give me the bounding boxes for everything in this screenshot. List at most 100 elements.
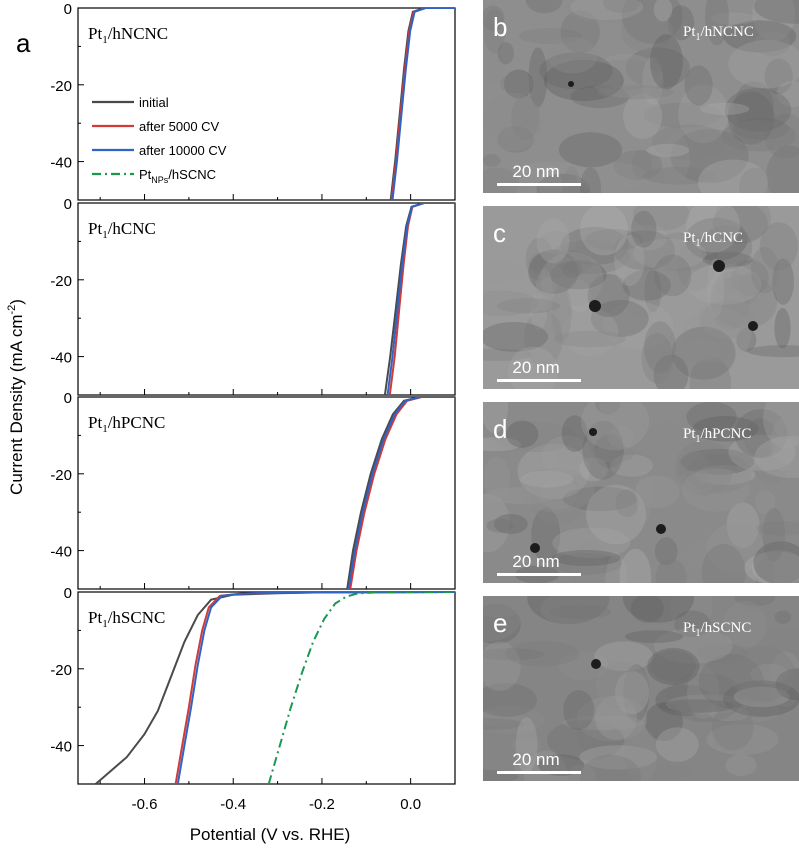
tem-texture <box>641 332 674 384</box>
series-line-after-10000 <box>176 592 455 784</box>
tem-texture <box>751 549 799 583</box>
tem-background <box>483 596 799 781</box>
y-axis-label: Current Density (mA cm-2) <box>6 299 26 495</box>
tem-texture <box>579 745 657 770</box>
tem-texture <box>627 224 668 251</box>
y-tick-label: 0 <box>64 196 72 213</box>
pt-atom-dot <box>713 260 725 272</box>
y-tick-label: -40 <box>50 155 72 172</box>
tem-texture <box>713 206 768 244</box>
legend-label: initial <box>139 95 169 110</box>
tem-texture <box>711 704 754 751</box>
tem-texture <box>576 716 625 757</box>
tem-texture <box>520 470 574 488</box>
tem-texture <box>499 72 534 95</box>
pt-atom-dot <box>748 321 758 331</box>
tem-texture <box>726 502 760 548</box>
y-tick-label: -40 <box>50 739 72 756</box>
tem-texture <box>644 269 662 313</box>
tem-texture <box>543 59 624 102</box>
series-line-initial <box>346 397 455 589</box>
tem-texture <box>699 102 750 115</box>
panel-title: Pt1/hPCNC <box>88 413 165 435</box>
tem-texture <box>483 437 522 452</box>
tem-texture <box>692 416 759 442</box>
pt-atom-dot <box>568 81 574 87</box>
tem-texture <box>723 20 797 53</box>
tem-texture <box>776 80 799 108</box>
series-line-after-5000 <box>390 8 455 200</box>
tem-texture <box>624 727 658 781</box>
tem-texture <box>551 550 622 566</box>
tem-texture <box>535 268 553 310</box>
tem-texture <box>734 81 774 131</box>
tem-texture <box>493 421 577 453</box>
tem-texture <box>774 307 791 349</box>
tem-texture <box>485 487 557 504</box>
tem-texture <box>675 440 734 496</box>
tem-texture <box>674 610 711 638</box>
tem-texture <box>497 42 514 65</box>
panel-frame <box>77 202 456 396</box>
tem-texture <box>503 69 534 99</box>
tem-texture <box>561 307 619 356</box>
tem-texture <box>484 51 505 85</box>
tem-texture <box>772 258 794 305</box>
tem-texture <box>716 699 781 723</box>
tem-texture <box>614 234 645 286</box>
tem-texture <box>615 489 639 518</box>
tem-texture <box>483 705 546 735</box>
tem-texture <box>566 764 596 781</box>
tem-texture <box>653 354 689 389</box>
series-group <box>383 203 455 395</box>
tem-texture <box>605 552 628 583</box>
tem-texture <box>581 402 650 451</box>
tem-texture <box>614 230 676 271</box>
tem-texture <box>522 210 548 246</box>
tem-texture <box>750 247 779 294</box>
tem-texture <box>505 640 579 667</box>
series-line-initial <box>383 203 455 395</box>
tem-texture <box>511 94 540 140</box>
tem-texture <box>576 696 648 742</box>
tem-texture <box>654 628 733 664</box>
tem-texture <box>689 356 732 389</box>
legend: initial after 5000 CV after 10000 CV PtNPs/… <box>92 95 227 185</box>
tem-texture <box>493 514 528 534</box>
tem-texture <box>560 10 600 54</box>
panel-frame <box>77 396 456 590</box>
scale-bar <box>497 771 581 774</box>
scale-bar <box>497 573 581 576</box>
tem-texture <box>686 402 737 433</box>
tem-texture <box>750 663 789 685</box>
tem-texture <box>636 471 653 523</box>
tem-image-e: e Pt1/hSCNC 20 nm <box>483 596 799 781</box>
tem-texture <box>725 754 757 776</box>
tem-texture <box>699 300 758 340</box>
tem-texture <box>483 154 501 167</box>
y-tick-label: -20 <box>50 662 72 679</box>
panel-letter: b <box>493 12 507 42</box>
y-tick-label: 0 <box>64 390 72 407</box>
tem-texture <box>511 161 592 189</box>
pt-atom-dot <box>530 543 540 553</box>
tem-texture <box>686 206 740 253</box>
tem-texture <box>567 279 592 313</box>
tem-texture <box>518 467 595 513</box>
tem-texture <box>764 113 799 159</box>
tem-texture <box>531 476 586 525</box>
tem-texture <box>483 167 520 193</box>
tem-texture <box>585 229 643 251</box>
tem-texture <box>649 34 683 90</box>
tem-texture <box>562 486 638 511</box>
series-line-after-10000 <box>391 8 455 200</box>
tem-texture <box>686 535 755 576</box>
tem-texture <box>622 270 671 301</box>
panel-title: Pt1/hSCNC <box>88 608 165 630</box>
tem-texture <box>524 309 563 367</box>
tem-texture <box>753 31 791 57</box>
tem-texture <box>632 149 652 179</box>
tem-texture <box>497 126 534 153</box>
tem-texture <box>594 704 617 733</box>
panel-letter: c <box>493 218 506 248</box>
